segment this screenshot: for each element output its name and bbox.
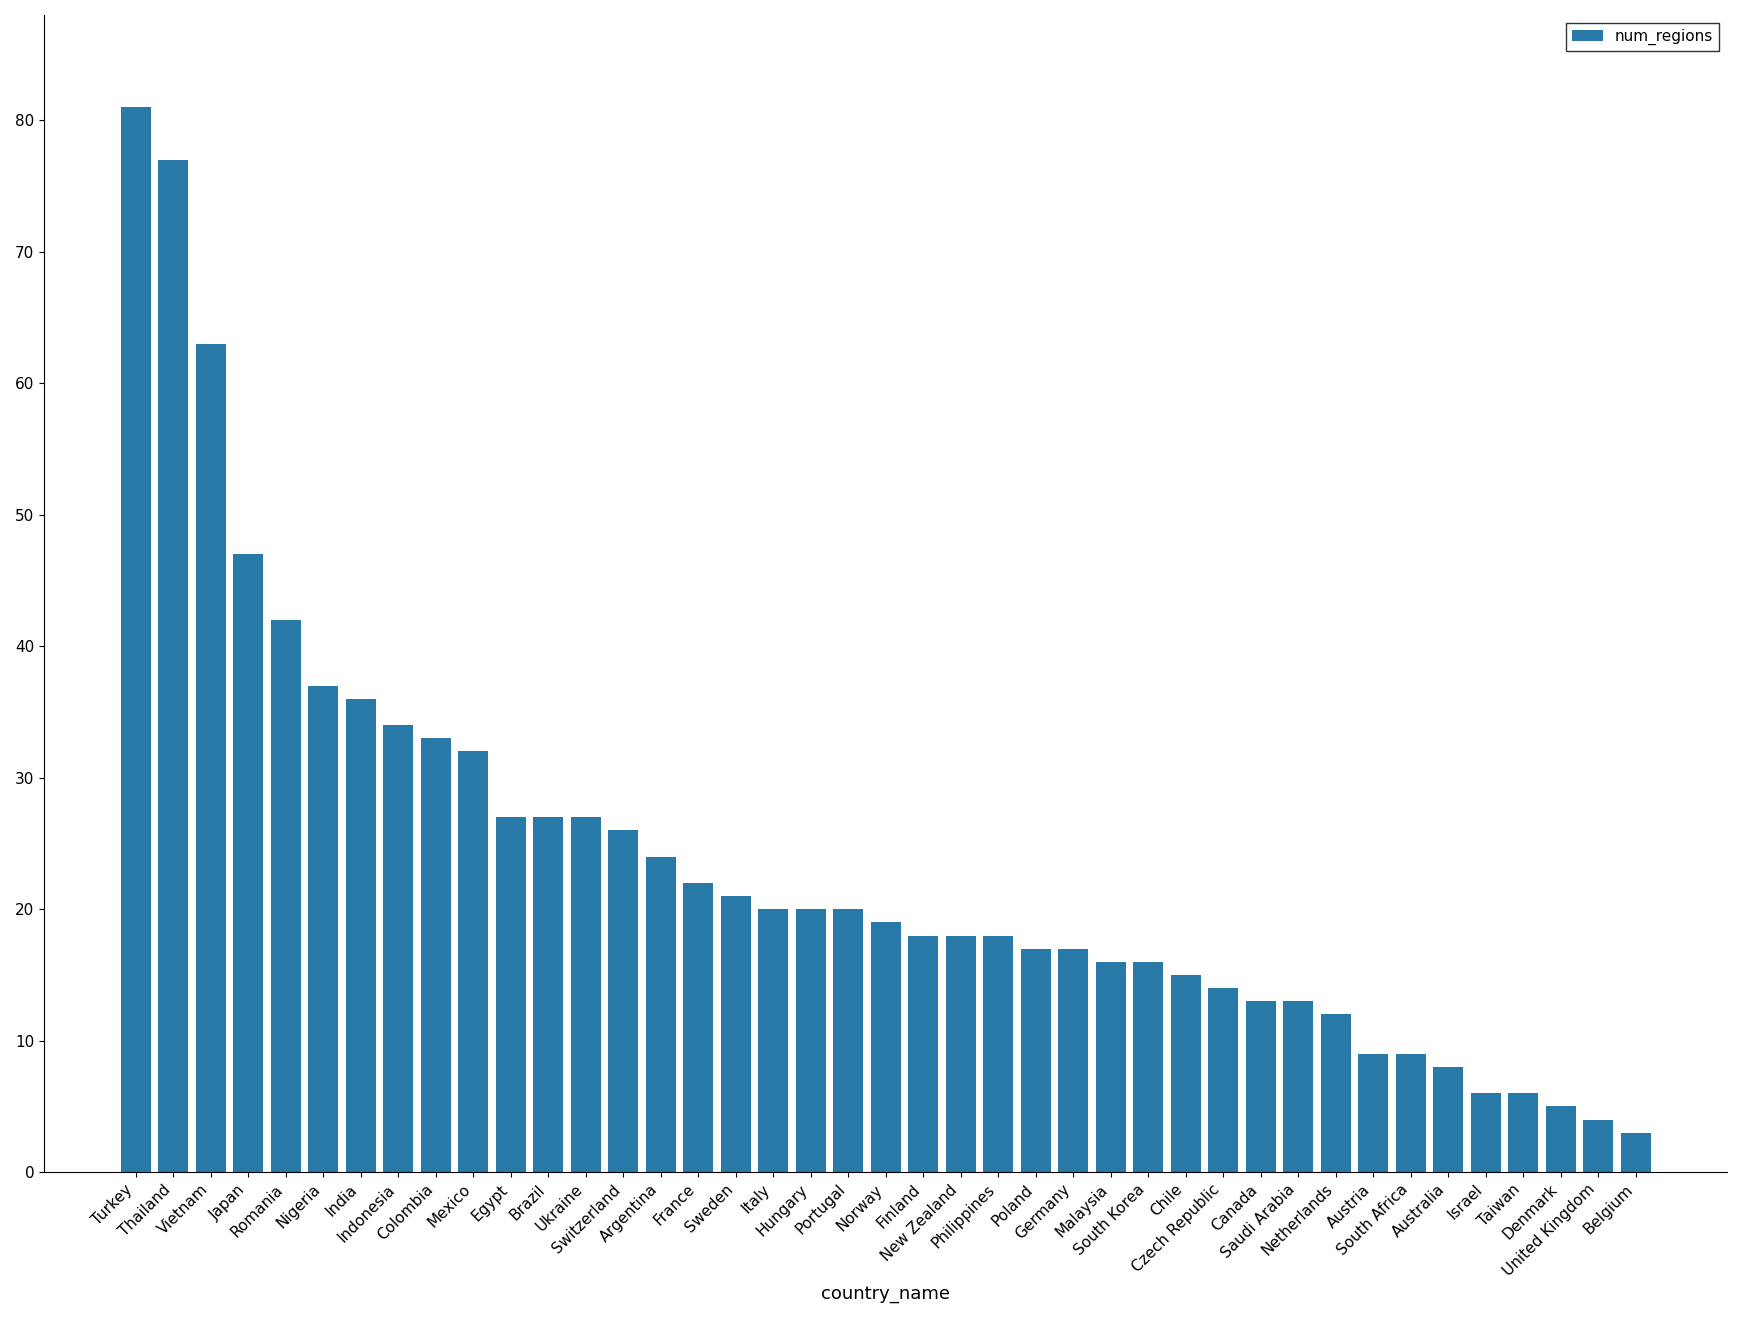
Bar bbox=[159, 159, 188, 1172]
Bar bbox=[871, 923, 901, 1172]
Bar bbox=[796, 909, 826, 1172]
Bar bbox=[1132, 962, 1164, 1172]
Bar bbox=[533, 817, 563, 1172]
Bar bbox=[1207, 988, 1239, 1172]
Bar bbox=[1320, 1015, 1350, 1172]
Bar bbox=[383, 725, 413, 1172]
Bar bbox=[1620, 1132, 1650, 1172]
Bar bbox=[946, 936, 976, 1172]
Bar bbox=[608, 830, 638, 1172]
Bar bbox=[683, 883, 712, 1172]
Bar bbox=[1021, 949, 1050, 1172]
Bar bbox=[758, 909, 787, 1172]
Bar bbox=[495, 817, 526, 1172]
Bar bbox=[721, 896, 751, 1172]
Bar bbox=[1246, 1002, 1275, 1172]
Bar bbox=[195, 344, 225, 1172]
Bar bbox=[420, 738, 451, 1172]
Bar bbox=[345, 699, 376, 1172]
Bar bbox=[1583, 1119, 1613, 1172]
Bar bbox=[1395, 1054, 1425, 1172]
Bar bbox=[120, 107, 150, 1172]
Bar bbox=[1359, 1054, 1388, 1172]
Bar bbox=[571, 817, 601, 1172]
Bar bbox=[1096, 962, 1125, 1172]
Bar bbox=[646, 857, 676, 1172]
Bar bbox=[833, 909, 862, 1172]
Bar bbox=[308, 685, 338, 1172]
Bar bbox=[1057, 949, 1089, 1172]
Bar bbox=[1284, 1002, 1313, 1172]
Bar bbox=[1509, 1094, 1538, 1172]
X-axis label: country_name: country_name bbox=[820, 1285, 949, 1304]
Bar bbox=[270, 619, 301, 1172]
Bar bbox=[233, 554, 263, 1172]
Bar bbox=[1470, 1094, 1500, 1172]
Legend: num_regions: num_regions bbox=[1566, 22, 1719, 51]
Bar bbox=[458, 751, 488, 1172]
Bar bbox=[982, 936, 1014, 1172]
Bar bbox=[1545, 1107, 1575, 1172]
Bar bbox=[1434, 1068, 1463, 1172]
Bar bbox=[908, 936, 937, 1172]
Bar bbox=[1171, 975, 1200, 1172]
